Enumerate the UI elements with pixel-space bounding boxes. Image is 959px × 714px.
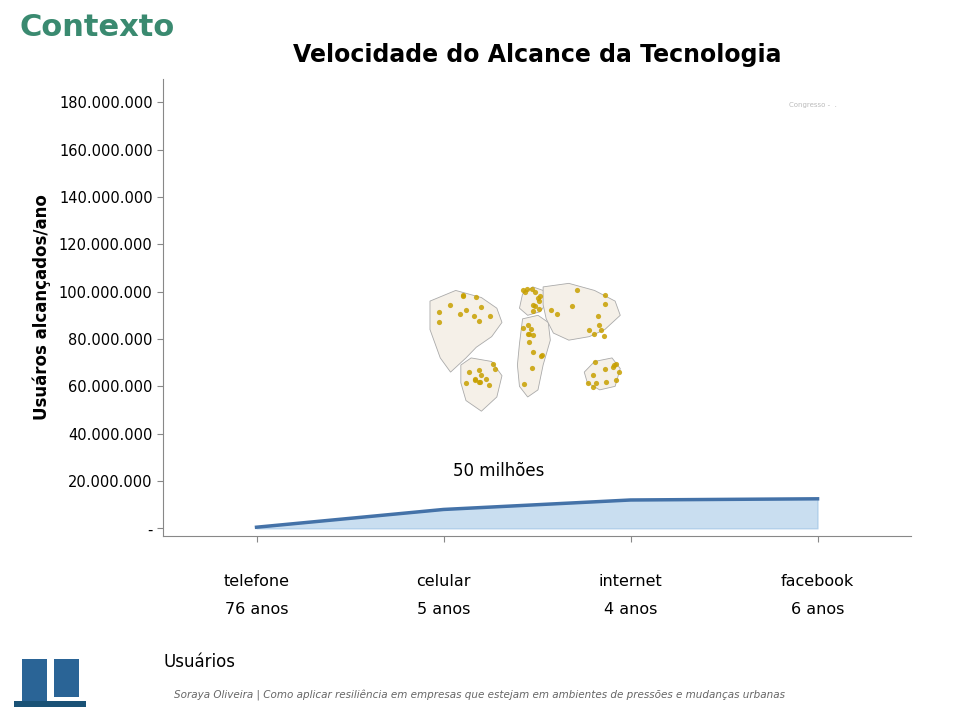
Point: [531, 295, 547, 306]
Bar: [22, 660, 47, 703]
Point: [485, 358, 501, 370]
Point: [527, 301, 543, 312]
Point: [432, 306, 447, 317]
Point: [524, 323, 539, 335]
Point: [612, 366, 627, 378]
Point: [594, 324, 609, 336]
Point: [519, 283, 534, 295]
Text: 6 anos: 6 anos: [791, 602, 844, 617]
Point: [521, 319, 536, 331]
Point: [590, 310, 605, 321]
Point: [473, 301, 488, 313]
Point: [533, 351, 549, 362]
Point: [517, 286, 532, 298]
Point: [544, 304, 559, 316]
Point: [453, 308, 468, 320]
Text: celular: celular: [416, 574, 471, 589]
Point: [532, 290, 548, 301]
Point: [609, 374, 624, 386]
Point: [550, 308, 565, 319]
Text: Soraya Oliveira | Como aplicar resiliência em empresas que estejam em ambientes : Soraya Oliveira | Como aplicar resiliênc…: [174, 690, 785, 701]
Point: [582, 325, 597, 336]
Point: [570, 284, 585, 296]
Point: [456, 290, 471, 301]
Point: [515, 284, 530, 296]
Point: [479, 373, 494, 385]
Bar: [14, 701, 86, 707]
Point: [461, 367, 477, 378]
Text: internet: internet: [598, 574, 663, 589]
Point: [471, 365, 486, 376]
Point: [443, 300, 458, 311]
Point: [525, 283, 540, 295]
Polygon shape: [430, 291, 502, 372]
Point: [526, 330, 541, 341]
Point: [527, 286, 543, 298]
Point: [473, 369, 488, 381]
Point: [525, 305, 540, 316]
Point: [608, 358, 623, 369]
Title: Velocidade do Alcance da Tecnologia: Velocidade do Alcance da Tecnologia: [292, 43, 782, 67]
Point: [516, 323, 531, 334]
Bar: [54, 660, 79, 697]
Point: [531, 303, 547, 314]
Point: [591, 319, 606, 331]
Text: 50 milhões: 50 milhões: [453, 462, 545, 481]
Point: [482, 311, 498, 322]
Text: 4 anos: 4 anos: [604, 602, 657, 617]
Point: [606, 359, 621, 371]
Point: [522, 336, 537, 348]
Text: Contexto: Contexto: [19, 13, 175, 42]
Point: [598, 376, 614, 388]
Point: [564, 301, 579, 312]
Point: [521, 328, 536, 340]
Point: [597, 290, 613, 301]
Polygon shape: [543, 283, 620, 340]
Polygon shape: [461, 358, 502, 411]
Point: [471, 376, 486, 388]
Text: facebook: facebook: [781, 574, 854, 589]
Polygon shape: [520, 287, 549, 316]
Point: [481, 379, 497, 391]
Point: [472, 315, 487, 326]
Point: [466, 310, 481, 321]
Text: Congresso -  .: Congresso - .: [789, 102, 837, 108]
Point: [457, 304, 473, 316]
Text: Usuários: Usuários: [163, 653, 235, 671]
Point: [597, 298, 613, 310]
Point: [468, 291, 483, 302]
Point: [472, 376, 487, 387]
Point: [488, 363, 503, 375]
Point: [458, 378, 474, 389]
Point: [526, 346, 541, 358]
Point: [467, 375, 482, 386]
Point: [585, 381, 600, 393]
Point: [525, 363, 540, 374]
Point: [467, 373, 482, 384]
Point: [605, 361, 620, 373]
Point: [525, 298, 540, 310]
Polygon shape: [584, 358, 620, 390]
Point: [534, 350, 550, 361]
Point: [586, 328, 601, 340]
Point: [517, 378, 532, 389]
Point: [432, 316, 447, 328]
Point: [587, 356, 602, 368]
Point: [585, 370, 600, 381]
Point: [456, 290, 471, 301]
Point: [597, 363, 613, 375]
Point: [596, 331, 611, 342]
Point: [581, 377, 596, 388]
Point: [589, 378, 604, 389]
Point: [530, 292, 546, 303]
Text: telefone: telefone: [223, 574, 290, 589]
Text: 5 anos: 5 anos: [417, 602, 470, 617]
Point: [521, 328, 536, 340]
Polygon shape: [518, 316, 550, 397]
Y-axis label: Usuáros alcançados/ano: Usuáros alcançados/ano: [32, 194, 51, 420]
Text: 76 anos: 76 anos: [224, 602, 289, 617]
